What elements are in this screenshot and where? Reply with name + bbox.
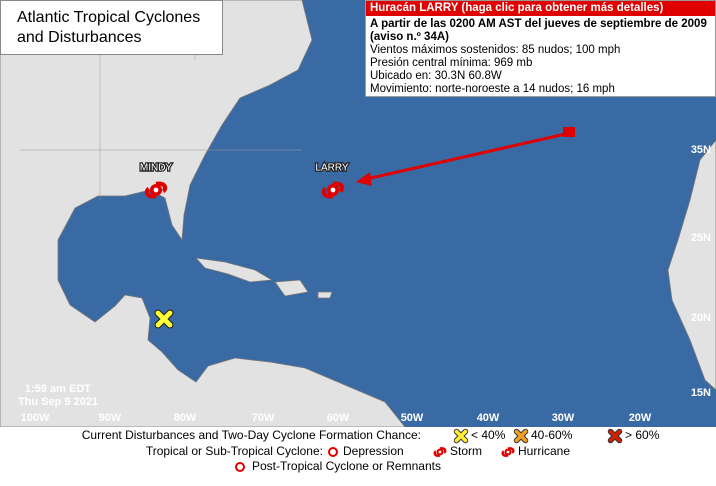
longitude-label: 60W: [327, 412, 350, 424]
storm-marker[interactable]: [321, 181, 345, 199]
popup-line: Vientos máximos sostenidos: 85 nudos; 10…: [370, 44, 621, 56]
legend-item: < 40%: [471, 428, 506, 442]
map-title: Atlantic Tropical Cyclones and Disturban…: [0, 0, 223, 55]
storm-name: MINDY: [140, 163, 173, 174]
longitude-label: 50W: [401, 412, 424, 424]
legend-post-tropical: [235, 462, 245, 472]
disturbance-marker: [155, 310, 173, 328]
legend-depression: [328, 447, 338, 457]
hurricane-arm: [144, 181, 168, 199]
land-africa: [667, 139, 716, 391]
hurricane-arm: [321, 181, 345, 199]
legend-item: Storm: [450, 444, 482, 458]
title-line: and Disturbances: [17, 29, 142, 46]
title-line: Atlantic Tropical Cyclones: [17, 9, 201, 26]
legend-label: Tropical or Sub-Tropical Cyclone:: [146, 444, 323, 458]
land-americas: [0, 0, 406, 428]
popup-pointer: [361, 131, 571, 182]
storm-marker[interactable]: [144, 181, 168, 199]
land-cuba: [194, 257, 274, 283]
storm-name: LARRY: [315, 163, 348, 174]
longitude-label: 100W: [21, 412, 50, 424]
hurricane-arm: [433, 447, 447, 457]
popup-advisory: A partir de las 0200 AM AST del jueves d…: [370, 18, 707, 43]
hurricane-eye: [438, 450, 442, 454]
hurricane-eye: [153, 187, 159, 193]
legend-item: Depression: [343, 444, 404, 458]
longitude-label: 90W: [99, 412, 122, 424]
popup-pointer-tail: [563, 127, 575, 137]
longitude-label: 40W: [477, 412, 500, 424]
land-hispaniola: [274, 279, 309, 297]
legend-x: [514, 429, 528, 443]
land-puerto-rico: [317, 291, 333, 299]
latitude-label: 35N: [691, 144, 711, 156]
legend-item: Post-Tropical Cyclone or Remnants: [252, 459, 441, 473]
popup-line: Presión central mínima: 969 mb: [370, 57, 533, 69]
timestamp: Thu Sep 9 2021: [18, 396, 98, 408]
legend-item: > 60%: [625, 428, 660, 442]
latitude-label: 20N: [691, 312, 711, 324]
legend-hurricane: [501, 447, 515, 457]
legend-item: Hurricane: [518, 444, 570, 458]
storm-popup: Huracán LARRY (haga clic para obtener má…: [365, 0, 716, 97]
latitude-label: 15N: [691, 387, 711, 399]
hurricane-eye: [330, 187, 336, 193]
longitude-label: 30W: [552, 412, 575, 424]
popup-line: Ubicado en: 30.3N 60.8W: [370, 70, 502, 82]
legend-x: [454, 429, 468, 443]
popup-header[interactable]: Huracán LARRY (haga clic para obtener má…: [366, 1, 715, 16]
popup-pointer-head: [356, 172, 372, 186]
legend-bg: [0, 427, 716, 486]
popup-line: Movimiento: norte-noroeste a 14 nudos; 1…: [370, 83, 615, 95]
longitude-label: 20W: [629, 412, 652, 424]
hurricane-arm: [501, 447, 515, 457]
legend-item: 40-60%: [531, 428, 573, 442]
longitude-label: 80W: [174, 412, 197, 424]
latitude-label: 25N: [691, 232, 711, 244]
legend-label: Current Disturbances and Two-Day Cyclone…: [82, 428, 421, 442]
legend-storm: [433, 447, 447, 457]
timestamp: 1:59 am EDT: [25, 383, 91, 395]
legend-x: [608, 429, 622, 443]
longitude-label: 70W: [252, 412, 275, 424]
hurricane-eye: [506, 450, 510, 454]
